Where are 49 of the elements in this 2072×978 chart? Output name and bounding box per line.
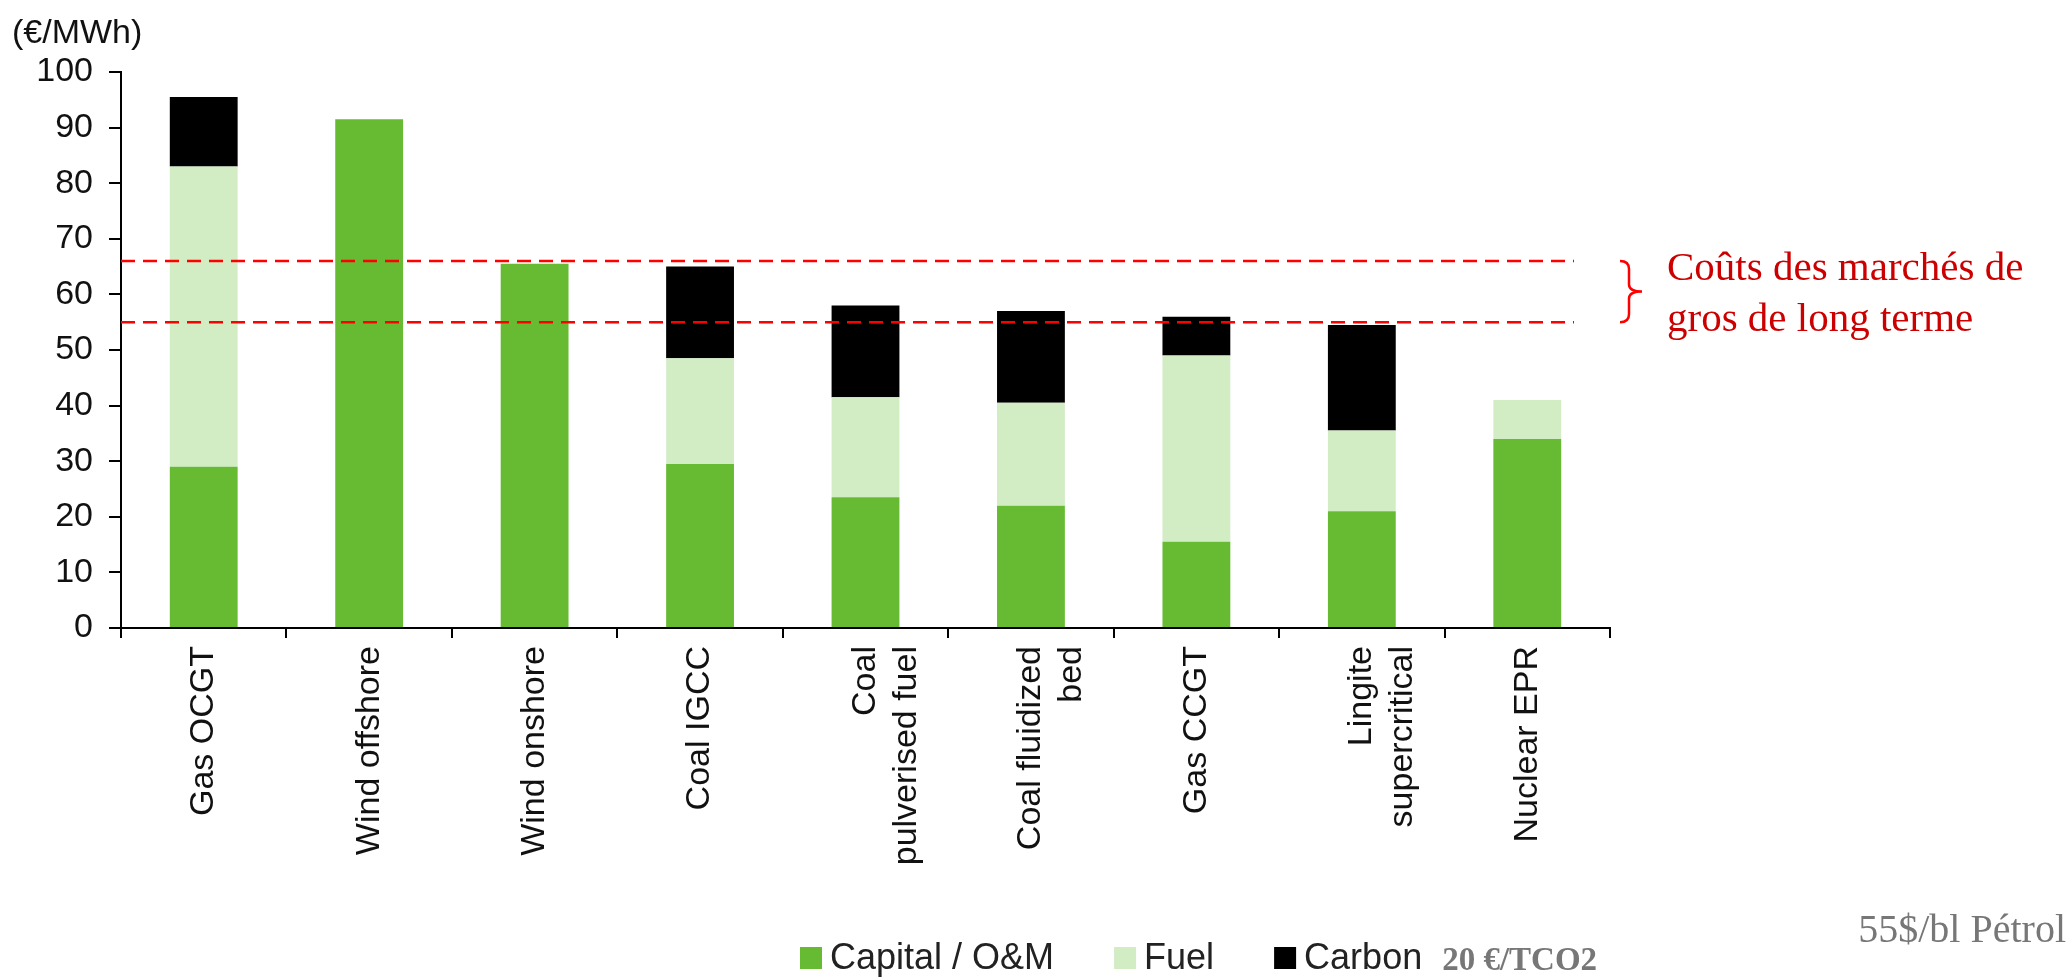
x-tick-label: Coal IGCC — [678, 646, 717, 811]
bar — [1327, 511, 1396, 627]
bar — [997, 402, 1065, 506]
bar — [1162, 541, 1231, 627]
x-tick-label: Gas OCGT — [182, 646, 221, 817]
bar — [666, 266, 734, 359]
bar — [335, 119, 404, 627]
bar — [1327, 430, 1396, 512]
y-tick-label: 100 — [36, 50, 93, 89]
y-tick-label: 50 — [55, 328, 93, 367]
text: 55$/bl Pétrol — [1858, 906, 2066, 951]
y-tick-label: 10 — [55, 550, 93, 589]
bar — [997, 311, 1065, 403]
x-tick-label: Nuclear EPR — [1505, 646, 1544, 843]
bar — [831, 397, 900, 498]
x-tick-label: Lingite supercritical — [1340, 646, 1420, 828]
bar — [1162, 355, 1231, 542]
bar — [1162, 316, 1231, 356]
x-tick-label: Coal pulverised fuel — [843, 646, 923, 866]
text: 20 €/TCO2 — [1442, 941, 1598, 977]
bar — [169, 97, 238, 167]
bar — [997, 505, 1065, 627]
y-tick-label: 30 — [55, 439, 93, 478]
legend-label: Fuel — [1144, 935, 1215, 977]
bar — [831, 497, 900, 627]
legend-label: Capital / O&M — [830, 935, 1055, 977]
y-tick-label: 90 — [55, 105, 93, 144]
bar — [831, 305, 900, 398]
x-tick-label: Wind offshore — [347, 646, 386, 856]
text: Coûts des marchés de gros de long terme — [1667, 243, 2024, 341]
bar — [1327, 324, 1396, 431]
bar — [169, 166, 238, 467]
x-tick-label: Coal fluidized bed — [1009, 646, 1089, 851]
bar — [666, 358, 734, 464]
bar — [1493, 400, 1562, 439]
y-tick-label: 40 — [55, 383, 93, 422]
y-tick-label: 80 — [55, 161, 93, 200]
y-tick-label: 20 — [55, 495, 93, 534]
bar — [1493, 438, 1562, 627]
x-tick-label: Wind onshore — [512, 646, 551, 856]
y-tick-label: 0 — [74, 606, 93, 645]
y-tick-label: 70 — [55, 217, 93, 256]
bar — [500, 263, 569, 627]
y-tick-label: 60 — [55, 272, 93, 311]
legend-label: Carbon — [1304, 935, 1423, 977]
bar — [666, 463, 734, 627]
bar — [169, 466, 238, 627]
x-tick-label: Gas CCGT — [1174, 646, 1213, 815]
y-axis-title: (€/MWh) — [12, 12, 143, 51]
